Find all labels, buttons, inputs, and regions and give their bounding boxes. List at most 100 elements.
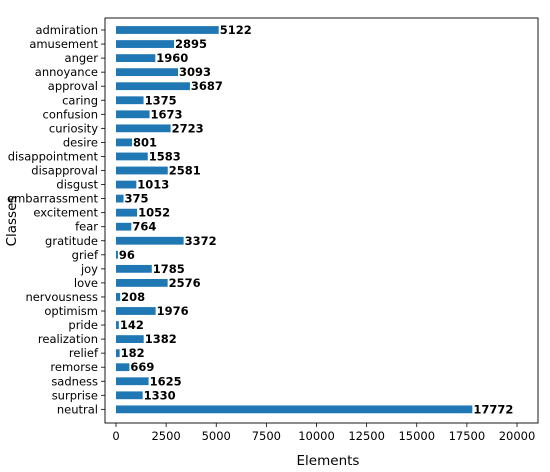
y-tick-label: remorse (50, 360, 98, 374)
y-tick-label: grief (72, 248, 99, 262)
value-label: 1330 (144, 388, 176, 402)
bar-amusement (116, 40, 175, 48)
bar-fear (116, 222, 132, 231)
y-tick-label: embarrassment (7, 192, 98, 206)
bar-disgust (116, 180, 137, 189)
value-label: 669 (130, 360, 154, 374)
value-label: 801 (133, 135, 157, 149)
bar-surprise (116, 391, 143, 400)
y-tick-label: love (74, 276, 98, 290)
bar-caring (116, 96, 144, 105)
bar-neutral (116, 405, 473, 414)
bar-annoyance (116, 68, 179, 77)
bar-admiration (116, 26, 219, 34)
y-tick-label: optimism (44, 304, 98, 318)
y-tick-label: disapproval (31, 164, 98, 178)
y-tick-label: disgust (56, 178, 98, 192)
y-tick-label: caring (62, 93, 98, 107)
y-tick-label: pride (68, 318, 98, 332)
y-tick-label: neutral (57, 402, 98, 416)
y-tick-label: fear (75, 220, 98, 234)
y-tick-label: gratitude (45, 234, 98, 248)
y-tick-label: curiosity (49, 121, 98, 135)
value-label: 1052 (138, 206, 170, 220)
y-tick-label: excitement (33, 206, 98, 220)
x-tick-label: 12500 (348, 429, 385, 443)
x-tick-label: 5000 (202, 429, 231, 443)
value-label: 764 (132, 220, 156, 234)
bar-love (116, 279, 168, 287)
plot-frame (104, 17, 539, 424)
y-tick-label: surprise (52, 388, 98, 402)
bar-desire (116, 138, 133, 147)
value-label: 1375 (145, 93, 177, 107)
y-tick-label: relief (69, 346, 99, 360)
value-label: 1625 (150, 374, 182, 388)
value-label: 1013 (137, 178, 169, 192)
value-label: 17772 (473, 402, 513, 416)
y-tick-label: nervousness (25, 290, 98, 304)
value-label: 182 (121, 346, 145, 360)
value-label: 142 (120, 318, 144, 332)
bar-confusion (116, 110, 150, 119)
bar-anger (116, 54, 156, 62)
value-label: 2581 (169, 164, 201, 178)
y-tick-label: amusement (29, 37, 98, 51)
y-tick-label: annoyance (35, 65, 98, 79)
y-tick-label: desire (63, 135, 98, 149)
bar-grief (116, 250, 118, 259)
x-tick-label: 10000 (298, 429, 335, 443)
y-tick-label: confusion (43, 107, 99, 121)
value-label: 1785 (153, 262, 185, 276)
value-label: 1673 (151, 107, 183, 121)
bar-approval (116, 82, 190, 91)
y-tick-label: joy (80, 262, 98, 276)
axes-layer: admiration 5122 amusement 2895 anger 1960 anno… (7, 17, 539, 443)
y-tick-label: sadness (51, 374, 98, 388)
y-axis-title: Classes (4, 196, 20, 247)
x-axis-title: Elements (297, 453, 360, 469)
x-tick-label: 0 (112, 429, 119, 443)
value-label: 1583 (149, 149, 181, 163)
bar-joy (116, 264, 152, 273)
y-tick-label: anger (65, 51, 99, 65)
bars-layer (116, 26, 473, 414)
value-label: 5122 (220, 23, 252, 37)
value-label: 375 (125, 192, 149, 206)
value-label: 3093 (179, 65, 211, 79)
bar-disappointment (116, 152, 148, 161)
value-label: 208 (121, 290, 145, 304)
x-tick-label: 15000 (398, 429, 435, 443)
value-label: 2576 (169, 276, 201, 290)
bar-remorse (116, 363, 130, 372)
x-tick-label: 2500 (151, 429, 180, 443)
y-tick-label: admiration (35, 23, 98, 37)
x-tick-label: 7500 (252, 429, 281, 443)
y-tick-label: disappointment (8, 149, 99, 163)
bar-embarrassment (116, 194, 124, 203)
value-label: 1960 (156, 51, 188, 65)
bar-nervousness (116, 293, 121, 301)
bar-realization (116, 335, 144, 343)
bar-sadness (116, 377, 149, 386)
y-tick-label: realization (38, 332, 98, 346)
bar-disapproval (116, 166, 168, 175)
x-tick-label: 20000 (499, 429, 536, 443)
value-label: 3372 (185, 234, 217, 248)
value-label: 3687 (191, 79, 223, 93)
bar-gratitude (116, 236, 184, 245)
value-label: 2895 (175, 37, 207, 51)
bar-relief (116, 349, 120, 358)
bar-pride (116, 321, 119, 329)
value-label: 1382 (145, 332, 177, 346)
value-label: 2723 (172, 121, 204, 135)
bar-curiosity (116, 124, 171, 133)
value-label: 96 (119, 248, 135, 262)
value-label: 1976 (157, 304, 189, 318)
bar-optimism (116, 307, 156, 315)
y-tick-label: approval (48, 79, 98, 93)
x-tick-label: 17500 (449, 429, 486, 443)
